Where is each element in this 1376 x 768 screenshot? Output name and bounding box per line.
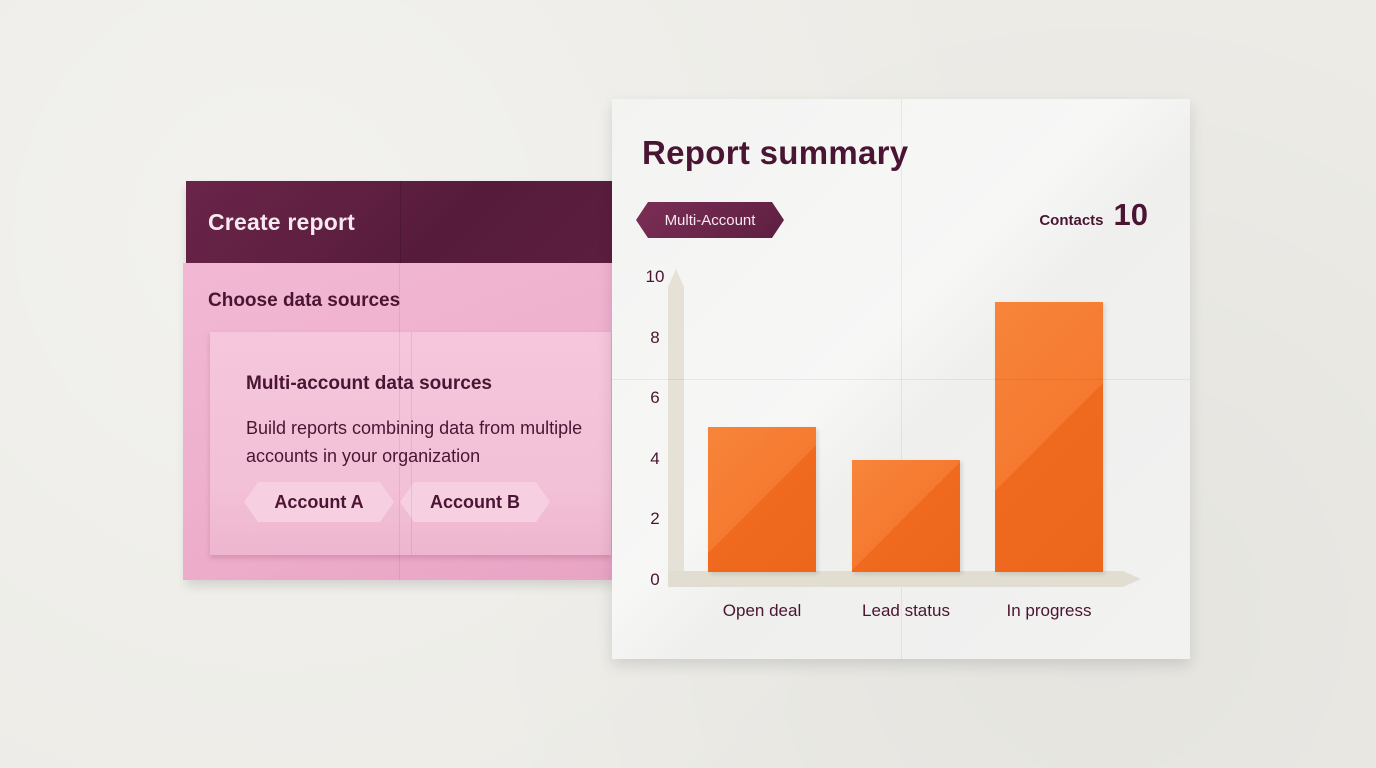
y-tick-label: 4 bbox=[650, 448, 660, 468]
report-summary-card: Report summary Multi-Account Contacts 10… bbox=[612, 99, 1190, 659]
y-axis bbox=[668, 269, 684, 587]
bar-in-progress[interactable] bbox=[995, 302, 1103, 572]
x-axis-label: Lead status bbox=[862, 601, 950, 620]
multi-account-badge: Multi-Account bbox=[636, 202, 784, 238]
contacts-stat: Contacts 10 bbox=[1039, 197, 1148, 233]
multi-account-sources-panel: Multi-account data sources Build reports… bbox=[210, 332, 611, 555]
sources-panel-title: Multi-account data sources bbox=[246, 373, 492, 394]
bar-lead-status[interactable] bbox=[852, 459, 960, 572]
create-report-body: Choose data sources Multi-account data s… bbox=[183, 263, 614, 580]
account-b-chip[interactable]: Account B bbox=[400, 482, 550, 522]
sources-panel-description: Build reports combining data from multip… bbox=[246, 418, 583, 466]
create-report-card: Create report Choose data sources Multi-… bbox=[183, 181, 614, 580]
create-report-header: Create report bbox=[186, 181, 614, 263]
create-report-title: Create report bbox=[208, 209, 356, 235]
bar-open-deal[interactable] bbox=[708, 426, 816, 572]
report-summary-title: Report summary bbox=[642, 134, 909, 171]
x-axis bbox=[668, 571, 1141, 587]
y-tick-label: 8 bbox=[650, 327, 660, 347]
y-tick-label: 0 bbox=[650, 570, 660, 589]
bar-chart: 0 2 4 6 8 10 Open deal Lead status In progress bbox=[612, 99, 1190, 659]
contacts-label: Contacts bbox=[1039, 212, 1104, 229]
account-a-chip[interactable]: Account A bbox=[244, 482, 394, 522]
y-tick-label: 6 bbox=[650, 388, 660, 408]
x-axis-label: In progress bbox=[1006, 601, 1092, 620]
choose-data-sources-heading: Choose data sources bbox=[208, 290, 401, 311]
x-axis-label: Open deal bbox=[722, 601, 802, 620]
y-tick-label: 10 bbox=[645, 267, 665, 286]
y-tick-label: 2 bbox=[650, 509, 660, 529]
contacts-value: 10 bbox=[1113, 197, 1148, 232]
